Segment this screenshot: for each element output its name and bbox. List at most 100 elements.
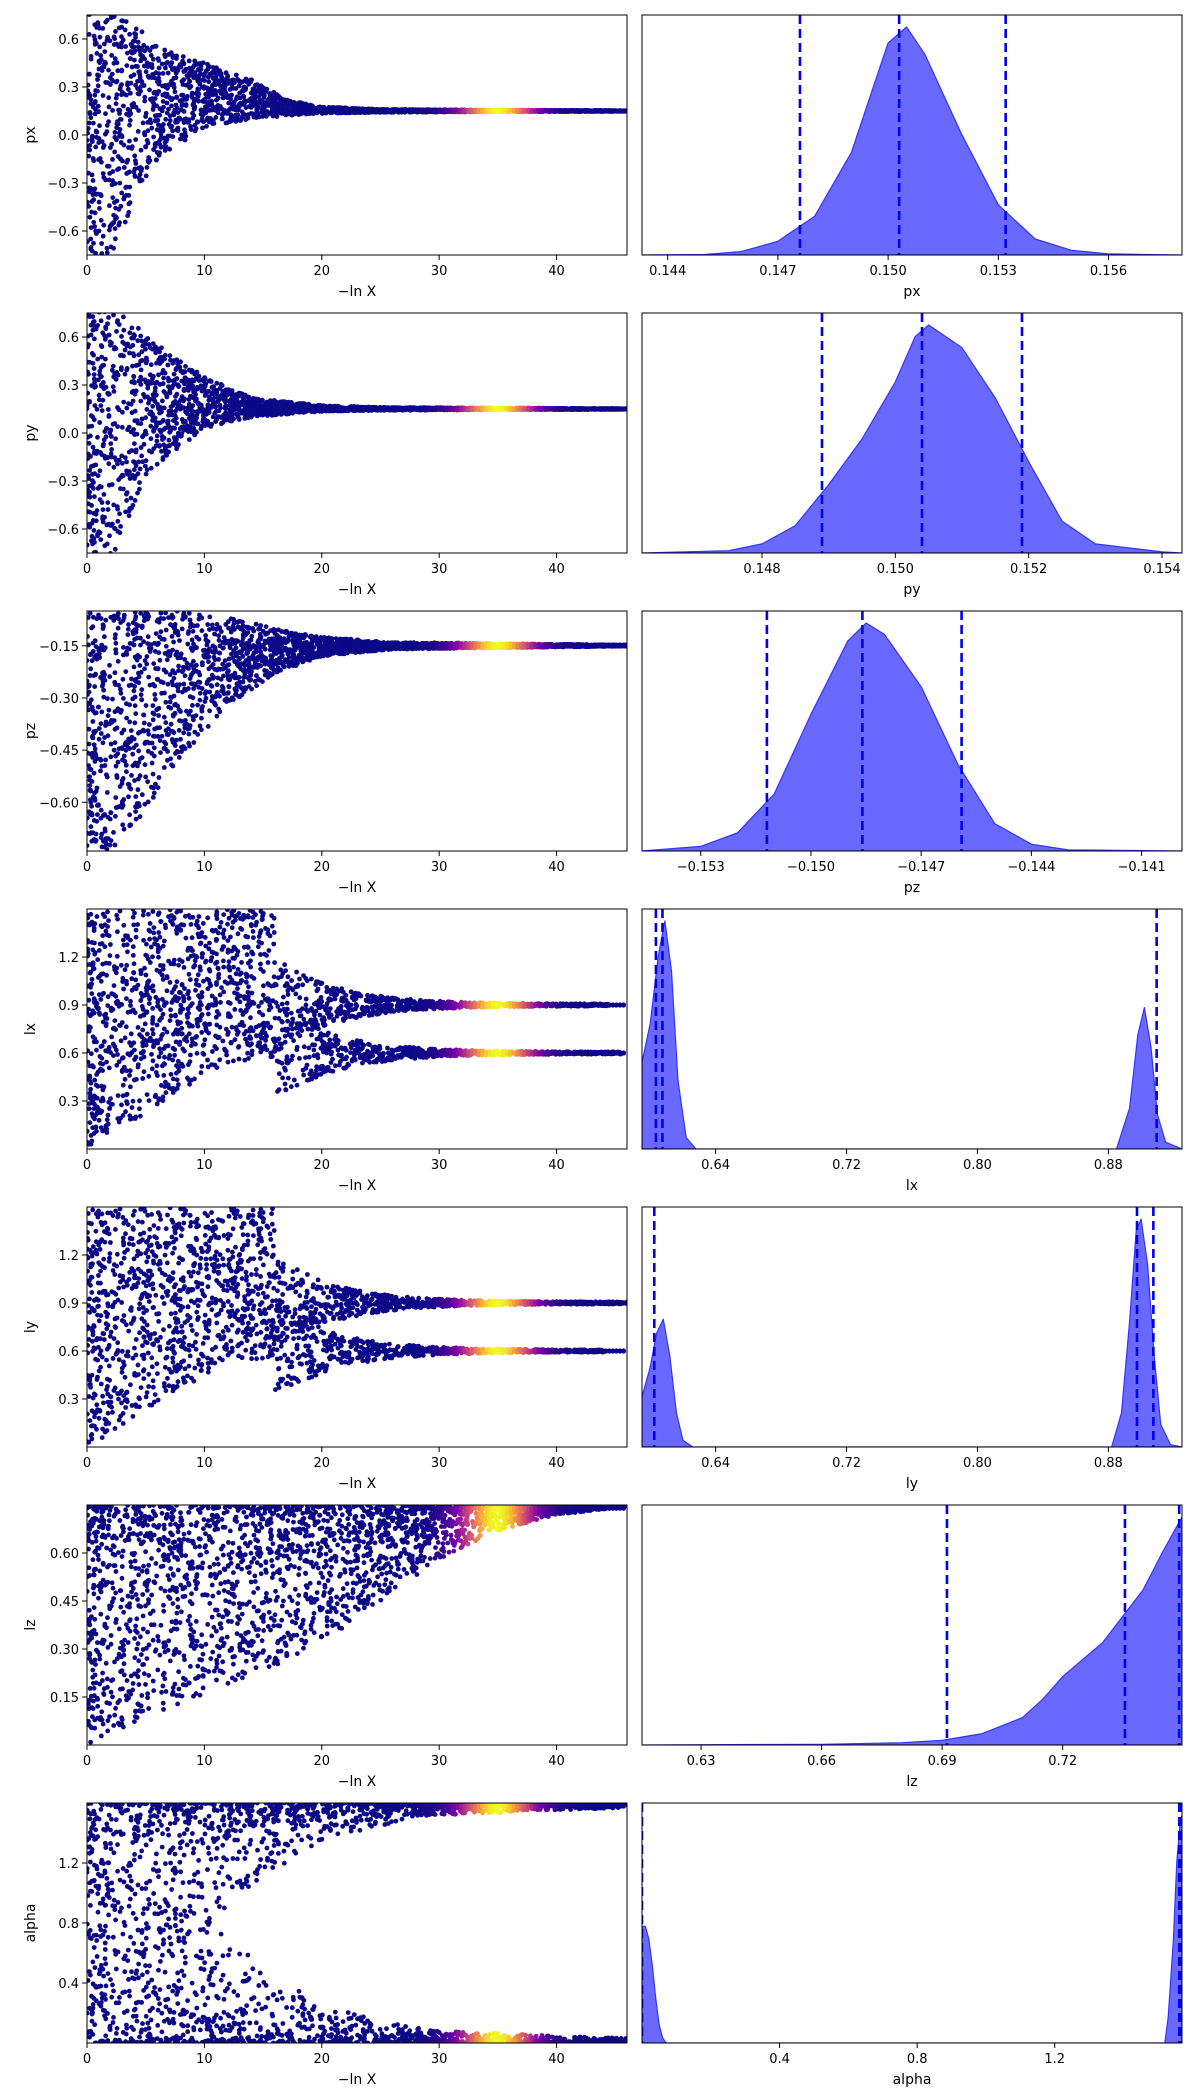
trace-point bbox=[260, 397, 265, 403]
trace-point bbox=[87, 130, 90, 136]
trace-point bbox=[207, 64, 212, 70]
x-tick-label: 30 bbox=[431, 264, 448, 279]
trace-point bbox=[109, 447, 114, 452]
trace-point bbox=[183, 364, 188, 369]
trace-point bbox=[87, 147, 93, 153]
trace-point bbox=[142, 56, 148, 62]
trace-point bbox=[160, 381, 166, 387]
trace-point bbox=[160, 99, 166, 104]
trace-point bbox=[99, 159, 104, 165]
trace-point bbox=[92, 111, 98, 117]
trace-point bbox=[243, 85, 249, 91]
trace-point bbox=[111, 15, 117, 19]
trace-point bbox=[159, 409, 164, 415]
trace-point bbox=[103, 356, 108, 362]
trace-point bbox=[90, 444, 96, 450]
trace-point bbox=[151, 374, 156, 379]
trace-point bbox=[99, 408, 105, 413]
trace-point bbox=[103, 7, 108, 12]
trace-point bbox=[108, 82, 113, 87]
posterior-density bbox=[642, 26, 1182, 255]
trace-point bbox=[202, 376, 208, 382]
trace-point bbox=[182, 137, 188, 143]
trace-point bbox=[114, 92, 120, 98]
trace-point bbox=[96, 397, 102, 403]
trace-point bbox=[87, 82, 91, 88]
trace-point bbox=[111, 313, 116, 318]
trace-point bbox=[97, 123, 102, 129]
trace-point bbox=[124, 459, 129, 465]
trace-point bbox=[160, 455, 166, 460]
trace-point bbox=[129, 144, 135, 150]
trace-point bbox=[166, 449, 172, 455]
trace-point bbox=[90, 360, 96, 366]
trace-point bbox=[132, 441, 137, 447]
trace-point bbox=[105, 500, 111, 505]
trace-point bbox=[108, 427, 114, 433]
trace-point bbox=[113, 436, 118, 442]
trace-point bbox=[125, 157, 131, 163]
trace-point bbox=[101, 222, 107, 228]
trace-point bbox=[264, 86, 270, 92]
trace-point bbox=[167, 146, 173, 152]
trace-point bbox=[190, 409, 196, 414]
trace-point bbox=[112, 546, 118, 552]
trace-point bbox=[160, 127, 166, 133]
trace-point bbox=[158, 405, 164, 410]
trace-point bbox=[162, 370, 168, 376]
trace-point bbox=[138, 377, 144, 383]
trace-point bbox=[136, 108, 142, 113]
trace-point bbox=[144, 165, 150, 170]
trace-point bbox=[131, 374, 137, 380]
trace-point bbox=[87, 143, 93, 148]
trace-point bbox=[142, 94, 148, 100]
trace-point bbox=[203, 381, 209, 387]
trace-point bbox=[113, 376, 119, 382]
trace-point bbox=[94, 406, 100, 412]
trace-point bbox=[109, 141, 115, 147]
trace-point bbox=[153, 43, 159, 49]
trace-point bbox=[91, 376, 97, 382]
trace-point bbox=[229, 92, 235, 98]
trace-point bbox=[97, 34, 103, 40]
trace-point bbox=[96, 392, 102, 398]
trace-point bbox=[120, 486, 126, 492]
trace-point bbox=[100, 26, 106, 31]
trace-point bbox=[126, 424, 132, 430]
trace-point bbox=[167, 443, 172, 448]
trace-point bbox=[99, 344, 105, 350]
trace-point bbox=[196, 98, 201, 104]
trace-point bbox=[106, 461, 112, 467]
trace-point bbox=[88, 454, 93, 459]
trace-point bbox=[127, 350, 132, 356]
trace-point bbox=[93, 384, 99, 389]
trace-point bbox=[106, 391, 112, 397]
trace-point bbox=[88, 433, 93, 439]
trace-point bbox=[162, 47, 168, 53]
trace-point bbox=[138, 147, 144, 153]
trace-point bbox=[119, 134, 125, 140]
trace-point bbox=[99, 4, 104, 9]
trace-point bbox=[87, 494, 93, 500]
trace-point bbox=[113, 236, 118, 242]
trace-point bbox=[121, 103, 126, 109]
trace-point bbox=[143, 458, 149, 464]
trace-point bbox=[89, 423, 95, 429]
trace-point bbox=[88, 115, 94, 121]
trace-point bbox=[92, 4, 97, 9]
trace-point bbox=[162, 352, 168, 358]
trace-point bbox=[92, 301, 97, 306]
trace-point bbox=[201, 119, 206, 125]
trace-point bbox=[200, 60, 206, 66]
trace-point bbox=[152, 385, 158, 391]
trace-point bbox=[97, 25, 102, 31]
x-tick-label: 0.150 bbox=[870, 264, 907, 279]
trace-point bbox=[87, 489, 92, 495]
posterior-plot-area bbox=[642, 15, 1182, 255]
trace-point bbox=[129, 325, 135, 331]
trace-point bbox=[191, 113, 197, 118]
trace-point bbox=[550, 108, 556, 114]
trace-point bbox=[101, 362, 107, 368]
trace-point bbox=[469, 108, 475, 114]
